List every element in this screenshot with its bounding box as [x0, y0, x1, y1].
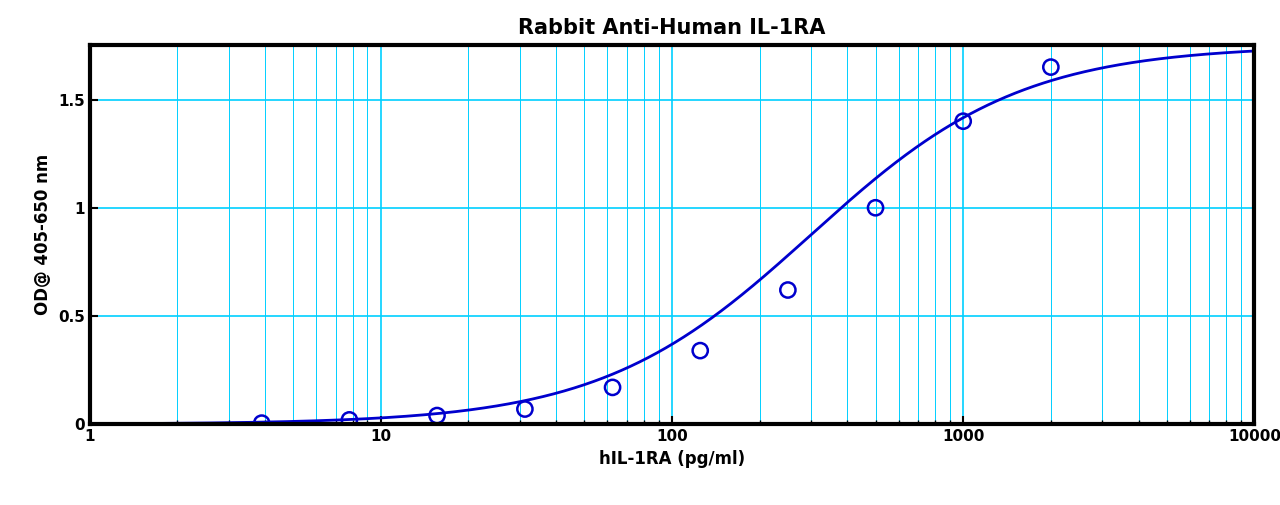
Point	[865, 204, 886, 212]
Point	[603, 383, 623, 391]
Y-axis label: OD@ 405-650 nm: OD@ 405-650 nm	[35, 154, 52, 316]
Point	[515, 405, 535, 413]
Point	[426, 412, 447, 420]
Point	[690, 346, 710, 355]
Point	[1041, 63, 1061, 71]
Point	[778, 286, 799, 294]
X-axis label: hIL-1RA (pg/ml): hIL-1RA (pg/ml)	[599, 449, 745, 468]
Title: Rabbit Anti-Human IL-1RA: Rabbit Anti-Human IL-1RA	[518, 18, 826, 38]
Point	[954, 117, 974, 125]
Point	[339, 416, 360, 424]
Point	[251, 419, 271, 427]
